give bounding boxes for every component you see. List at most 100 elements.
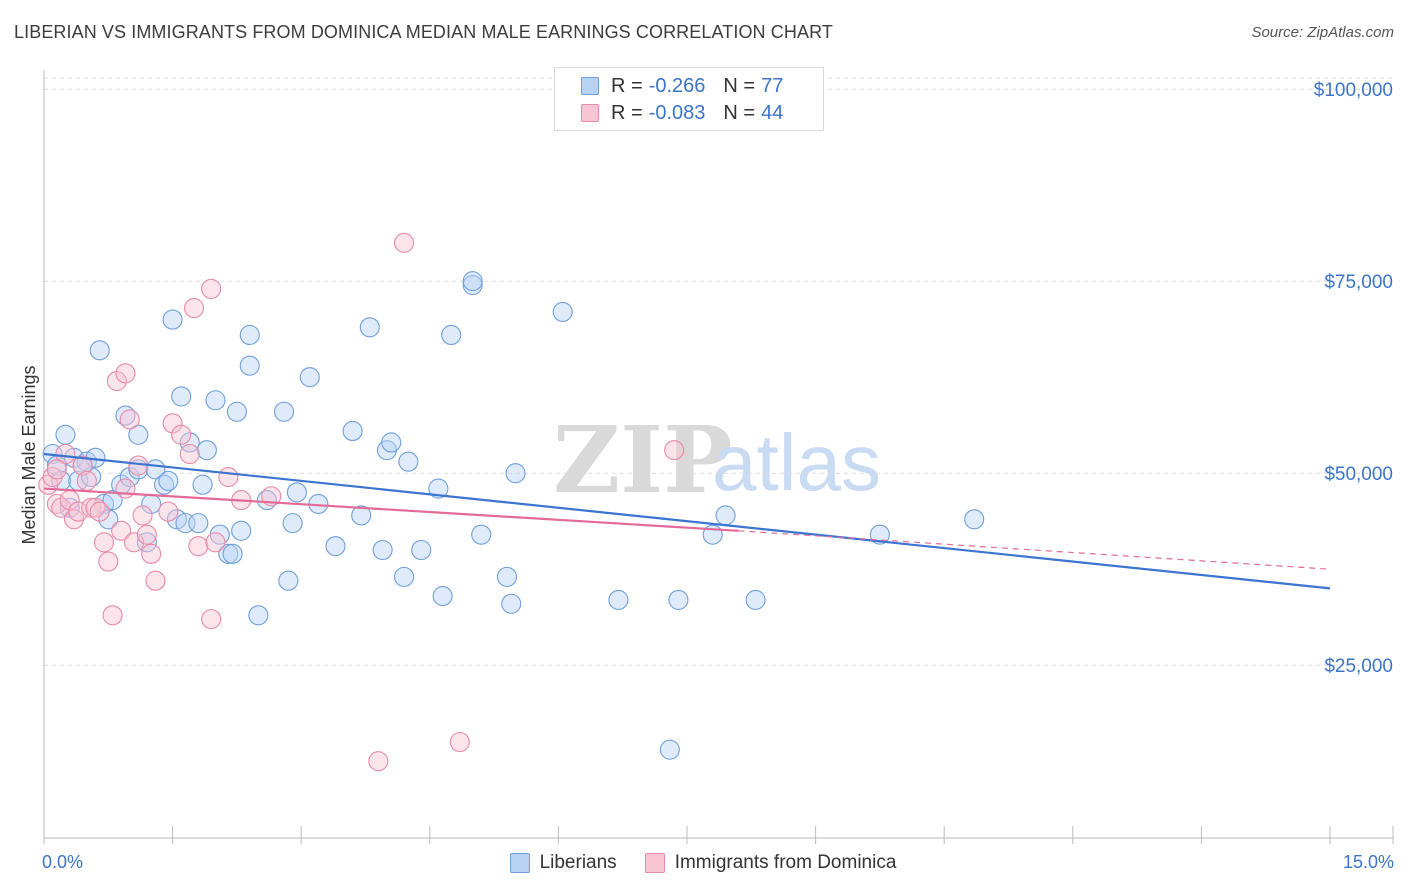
point-liberians	[608, 589, 629, 610]
point-dominica	[119, 409, 140, 430]
legend-n-label: N =	[723, 74, 756, 97]
point-dominica	[183, 298, 205, 319]
point-liberians	[964, 509, 985, 530]
point-liberians	[501, 593, 522, 614]
point-liberians	[715, 505, 736, 526]
point-dominica	[218, 466, 239, 488]
point-liberians	[98, 509, 119, 530]
point-liberians	[188, 513, 209, 534]
stats-legend: R = -0.266 N = 77 R = -0.083 N = 44	[554, 67, 824, 131]
legend-r-label: R =	[611, 101, 643, 124]
point-dominica	[123, 532, 145, 553]
point-dominica	[201, 278, 222, 299]
point-liberians	[411, 539, 432, 561]
y-tick-label: $75,000	[1324, 272, 1393, 293]
point-liberians	[248, 605, 269, 626]
point-dominica	[106, 370, 127, 392]
point-dominica	[141, 543, 162, 564]
point-liberians	[171, 386, 192, 407]
legend-swatch-liberians	[509, 853, 530, 873]
x-axis-min-label: 0.0%	[42, 852, 84, 872]
point-liberians	[668, 589, 689, 610]
point-dominica	[449, 731, 470, 753]
point-dominica	[201, 609, 222, 630]
point-liberians	[325, 536, 346, 557]
point-liberians	[102, 490, 123, 511]
point-liberians	[222, 543, 243, 564]
series-dominica	[38, 232, 685, 772]
legend-row-dominica: R = -0.083 N = 44	[581, 100, 783, 126]
legend-r-label: R =	[611, 74, 643, 97]
point-dominica	[132, 505, 153, 526]
point-dominica	[76, 470, 97, 491]
point-liberians	[286, 482, 307, 503]
x-axis-max-label: 15.0%	[1342, 852, 1394, 872]
point-liberians	[239, 355, 260, 376]
y-tick-label: $25,000	[1324, 656, 1393, 677]
source-label: Source: ZipAtlas.com	[1251, 24, 1394, 41]
point-dominica	[98, 551, 119, 572]
point-liberians	[158, 470, 179, 491]
point-dominica	[158, 501, 179, 522]
legend-n-label: N =	[723, 101, 756, 124]
trend-line-dominica	[43, 487, 739, 532]
point-dominica	[55, 443, 76, 465]
point-liberians	[745, 589, 766, 610]
point-liberians	[278, 570, 299, 591]
point-dominica	[394, 232, 415, 253]
point-liberians	[179, 432, 200, 453]
point-liberians	[496, 566, 518, 587]
legend-item-liberians[interactable]: Liberians	[509, 852, 617, 874]
point-dominica	[68, 501, 89, 522]
point-dominica	[46, 459, 67, 480]
legend-r-value: -0.266	[648, 74, 706, 97]
point-liberians	[381, 432, 402, 453]
legend-swatch-liberians	[581, 77, 599, 95]
point-liberians	[394, 566, 415, 587]
point-liberians	[128, 424, 149, 445]
y-axis-title: Median Male Earnings	[19, 365, 39, 544]
point-liberians	[299, 367, 320, 388]
point-liberians	[226, 401, 247, 422]
point-liberians	[192, 474, 213, 495]
point-liberians	[282, 513, 303, 534]
point-dominica	[205, 532, 226, 553]
legend-r-value: -0.083	[648, 101, 706, 124]
point-dominica	[368, 751, 389, 772]
legend-n-value: 77	[761, 74, 784, 97]
series-liberians	[42, 271, 985, 760]
point-dominica	[72, 455, 93, 476]
point-dominica	[145, 570, 166, 591]
point-liberians	[239, 324, 260, 346]
point-dominica	[89, 501, 110, 522]
point-liberians	[659, 739, 680, 760]
point-liberians	[231, 520, 252, 541]
point-dominica	[115, 363, 136, 384]
legend-item-dominica[interactable]: Immigrants from Dominica	[644, 852, 896, 874]
y-tick-label: $50,000	[1324, 464, 1393, 485]
point-liberians	[218, 543, 239, 564]
point-dominica	[51, 497, 72, 518]
point-dominica	[115, 478, 136, 499]
point-liberians	[462, 271, 483, 292]
point-liberians	[441, 324, 462, 346]
point-liberians	[162, 309, 183, 330]
point-liberians	[205, 390, 226, 411]
point-dominica	[171, 424, 192, 445]
watermark-atlas: atlas	[712, 418, 881, 507]
point-liberians	[342, 420, 363, 442]
legend-row-liberians: R = -0.266 N = 77	[581, 73, 783, 99]
legend-n-value: 44	[761, 101, 784, 124]
y-tick-label: $100,000	[1314, 80, 1393, 101]
point-liberians	[372, 539, 393, 561]
point-dominica	[111, 520, 132, 541]
chart-title: LIBERIAN VS IMMIGRANTS FROM DOMINICA MED…	[14, 22, 833, 42]
series-legend: Liberians Immigrants from Dominica	[0, 852, 1406, 874]
trend-line-dominica-extension	[738, 530, 1331, 570]
point-liberians	[119, 466, 140, 488]
point-liberians	[274, 401, 295, 422]
point-liberians	[196, 440, 217, 461]
point-dominica	[664, 440, 685, 461]
point-dominica	[162, 413, 183, 434]
